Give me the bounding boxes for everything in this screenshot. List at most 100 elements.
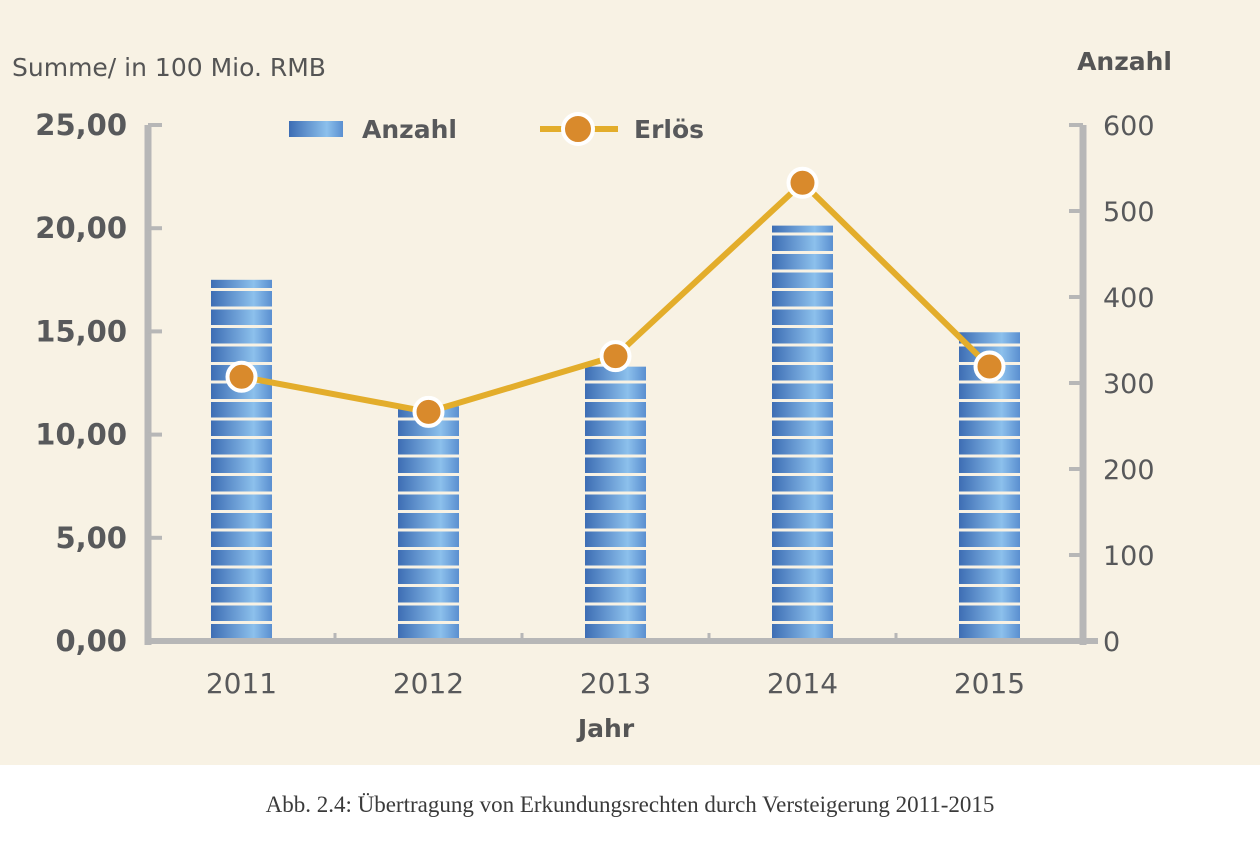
bar-stripe [211, 510, 272, 513]
bar-stripe [398, 528, 459, 532]
line-layer [225, 166, 1006, 428]
bar-2011 [211, 279, 272, 641]
bar-2013 [585, 366, 646, 641]
bar-stripe [959, 547, 1020, 550]
bars-layer [211, 225, 1020, 641]
erloes-point-2015 [973, 350, 1006, 383]
erloes-point-2013 [599, 340, 632, 373]
bar-stripe [211, 417, 272, 421]
x-tick-label: 2015 [954, 667, 1025, 700]
bar-stripe [772, 288, 833, 291]
bar-2012 [398, 406, 459, 641]
right-tick-label: 500 [1103, 197, 1155, 228]
bar-stripe [585, 584, 646, 587]
bar-body [959, 332, 1020, 641]
bar-stripe [959, 473, 1020, 476]
bar-stripe [772, 232, 833, 236]
bar-stripe [398, 565, 459, 569]
bar-stripe [585, 602, 646, 606]
left-tick-label: 20,00 [35, 211, 127, 245]
bar-stripe [211, 547, 272, 550]
bar-stripe [772, 491, 833, 495]
bar-stripe [959, 454, 1020, 458]
ticks-layer: 0,00 5,00 10,00 15,00 20,00 25,00 0 100 200 300 40… [35, 108, 1154, 700]
bar-stripe [398, 473, 459, 476]
bar-stripe [959, 528, 1020, 532]
legend-swatch-anzahl [289, 121, 343, 137]
bar-stripe [585, 436, 646, 439]
bar-stripe [211, 454, 272, 458]
bar-stripe [211, 343, 272, 347]
bar-stripe [585, 399, 646, 402]
bar-stripe [772, 528, 833, 532]
bar-stripe [772, 547, 833, 550]
legend-label-erloes: Erlös [634, 115, 704, 144]
bar-body [398, 406, 459, 641]
erloes-point-2011 [225, 360, 258, 393]
x-tick-label: 2013 [580, 667, 651, 700]
bar-stripe [585, 454, 646, 458]
bar-stripe [959, 436, 1020, 439]
bar-stripe [211, 491, 272, 495]
x-tick-label: 2014 [767, 667, 838, 700]
erloes-point-2012 [412, 395, 445, 428]
bar-stripe [772, 362, 833, 365]
bar-stripe [211, 288, 272, 291]
bar-stripe [772, 510, 833, 513]
bar-stripe [211, 436, 272, 439]
bar-stripe [772, 251, 833, 254]
bar-stripe [585, 528, 646, 532]
bar-stripe [585, 510, 646, 513]
bar-stripe [398, 584, 459, 587]
bar-stripe [959, 491, 1020, 495]
bar-stripe [959, 584, 1020, 587]
bar-stripe [211, 602, 272, 606]
bar-stripe [398, 602, 459, 606]
bar-stripe [585, 547, 646, 550]
legend-label-anzahl: Anzahl [362, 115, 457, 144]
right-tick-label: 200 [1103, 455, 1155, 486]
legend: Anzahl Erlös [289, 112, 704, 146]
bar-stripe [959, 621, 1020, 624]
bar-stripe [398, 547, 459, 550]
axes-layer [144, 123, 1098, 645]
bar-body [585, 366, 646, 641]
bar-stripe [772, 325, 833, 328]
bar-stripe [772, 584, 833, 587]
bar-stripe [959, 565, 1020, 569]
bar-stripe [398, 510, 459, 513]
right-axis-title: Anzahl [1077, 47, 1172, 76]
bar-stripe [959, 343, 1020, 347]
bar-stripe [398, 436, 459, 439]
x-tick-label: 2012 [393, 667, 464, 700]
bar-stripe [211, 565, 272, 569]
right-tick-label: 100 [1103, 541, 1155, 572]
bar-stripe [585, 417, 646, 421]
bar-body [772, 225, 833, 641]
bar-stripe [398, 491, 459, 495]
bar-2014 [772, 225, 833, 641]
bar-2015 [959, 332, 1020, 641]
bar-stripe [585, 491, 646, 495]
chart-panel: Summe/ in 100 Mio. RMB Anzahl Jahr 0,00 5… [0, 0, 1260, 765]
bar-stripe [211, 584, 272, 587]
bar-body [211, 279, 272, 641]
bar-stripe [772, 343, 833, 347]
bar-stripe [772, 454, 833, 458]
legend-marker-erloes [561, 112, 595, 146]
bar-stripe [585, 565, 646, 569]
x-axis-title: Jahr [576, 714, 635, 743]
left-tick-label: 5,00 [55, 521, 127, 555]
erloes-point-2014 [786, 166, 819, 199]
bar-stripe [772, 417, 833, 421]
bar-stripe [772, 399, 833, 402]
bar-stripe [772, 380, 833, 384]
right-tick-label: 0 [1103, 627, 1120, 658]
bar-stripe [211, 473, 272, 476]
x-tick-label: 2011 [206, 667, 277, 700]
left-tick-label: 25,00 [35, 108, 127, 142]
left-tick-label: 10,00 [35, 418, 127, 452]
bar-stripe [398, 621, 459, 624]
chart: Summe/ in 100 Mio. RMB Anzahl Jahr 0,00 5… [12, 47, 1172, 743]
figure-caption: Abb. 2.4: Übertragung von Erkundungsrech… [265, 792, 995, 817]
